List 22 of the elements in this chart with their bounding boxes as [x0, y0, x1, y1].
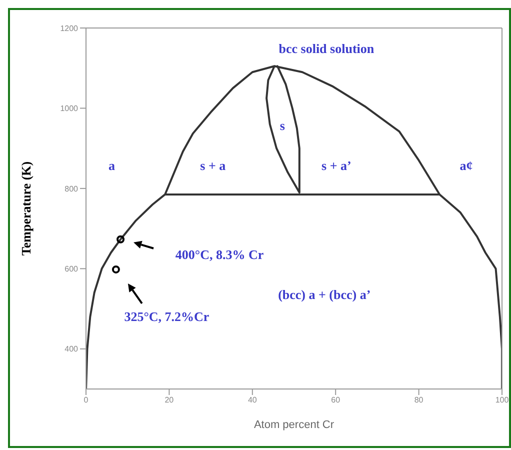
x-tick-label: 100: [495, 396, 510, 405]
annotation: (bcc) a + (bcc) a’: [278, 286, 371, 303]
y-tick-label: 1000: [60, 104, 79, 114]
annotation: bcc solid solution: [278, 40, 374, 57]
annotation: a¢: [460, 158, 473, 174]
annotation: a: [108, 158, 116, 174]
y-tick-label: 600: [64, 264, 79, 274]
x-tick-label: 20: [164, 396, 174, 405]
y-tick-label: 400: [64, 344, 79, 354]
x-tick-label: 60: [331, 396, 341, 405]
annotation: 400°C, 8.3% Cr: [175, 246, 264, 263]
annotation: s + a’: [322, 158, 352, 174]
y-tick-label: 800: [64, 184, 79, 194]
y-tick-label: 1200: [60, 24, 79, 33]
annotation: s: [280, 118, 285, 134]
annotation: 325°C, 7.2%Cr: [124, 308, 210, 325]
x-tick-label: 40: [248, 396, 258, 405]
y-axis-title: Temperature (K): [18, 161, 34, 256]
x-tick-label: 80: [414, 396, 424, 405]
x-axis-title: Atom percent Cr: [254, 419, 334, 431]
annotation: s + a: [200, 158, 226, 174]
x-tick-label: 0: [84, 396, 89, 405]
